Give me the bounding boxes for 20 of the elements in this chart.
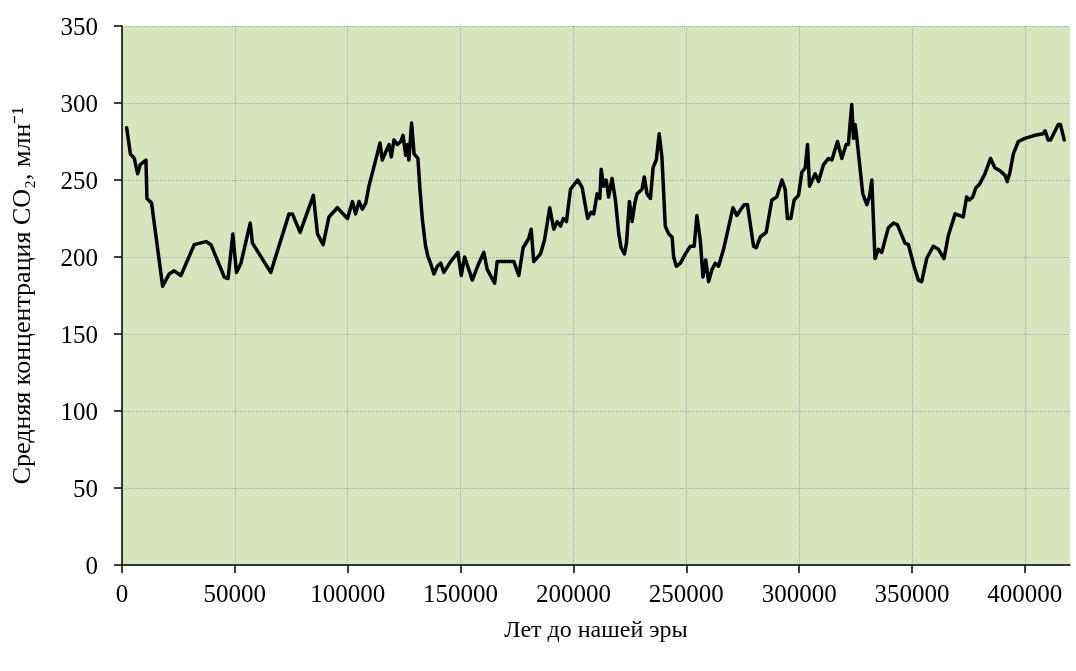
y-tick-label: 250 — [60, 166, 98, 194]
y-tick-label: 200 — [60, 243, 98, 271]
y-tick-label: 50 — [73, 474, 98, 502]
y-tick-label: 150 — [60, 320, 98, 348]
x-tick-label: 0 — [115, 580, 129, 607]
y-tick-label: 100 — [60, 397, 98, 425]
y-tick-label: 300 — [60, 89, 98, 117]
x-axis-title: Лет до нашей эры — [504, 616, 688, 642]
x-tick-label: 350000 — [874, 580, 950, 607]
y-axis-title: Средняя концентрация CO₂, млн⁻¹ — [6, 106, 36, 485]
x-tick-label: 100000 — [310, 580, 386, 607]
x-tick-label: 250000 — [648, 580, 724, 607]
y-tick-label: 0 — [85, 551, 98, 579]
x-tick-label: 400000 — [987, 580, 1063, 607]
y-tick-label: 350 — [60, 12, 98, 40]
x-tick-label: 200000 — [535, 580, 611, 607]
line-series — [124, 102, 1066, 289]
x-tick-label: 50000 — [203, 580, 267, 607]
x-tick-label: 300000 — [761, 580, 837, 607]
x-tick-label: 150000 — [423, 580, 499, 607]
